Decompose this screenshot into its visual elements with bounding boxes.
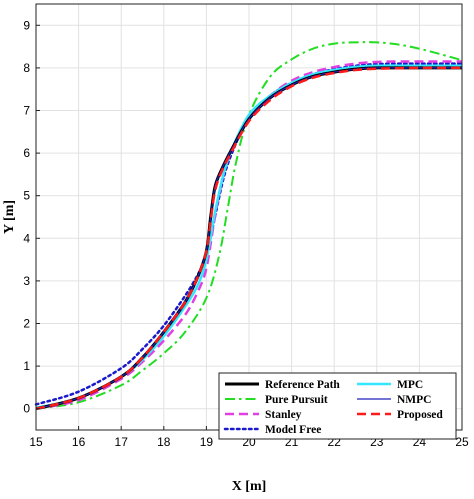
series-line-proposed — [35, 66, 463, 410]
y-tick-label: 3 — [23, 274, 30, 288]
y-tick-label: 1 — [23, 359, 30, 373]
legend-label-reference-path: Reference Path — [265, 379, 340, 391]
legend-label-model-free: Model Free — [265, 424, 321, 436]
legend-label-mpc: MPC — [397, 379, 423, 391]
y-tick-label: 4 — [23, 231, 30, 245]
x-tick-label: 19 — [200, 435, 214, 449]
legend-label-stanley: Stanley — [265, 409, 302, 421]
y-tick-label: 9 — [23, 18, 30, 32]
series-line-model-free — [34, 62, 464, 406]
series-line-pure-pursuit — [35, 41, 463, 410]
series-layer — [34, 41, 464, 411]
y-tick-label: 0 — [23, 402, 30, 416]
legend-label-proposed: Proposed — [397, 409, 443, 421]
x-axis-label: X [m] — [232, 479, 267, 494]
x-tick-label: 25 — [455, 435, 469, 449]
y-tick-label: 6 — [23, 146, 30, 160]
legend: Reference Path MPC Pure Pursuit NMPC Stanley… — [218, 372, 457, 440]
y-tick-label: 7 — [23, 104, 30, 118]
x-tick-label: 15 — [29, 435, 43, 449]
x-tick-label: 17 — [115, 435, 129, 449]
x-tick-label: 16 — [72, 435, 86, 449]
y-tick-label: 5 — [23, 189, 30, 203]
y-tick-label: 2 — [23, 317, 30, 331]
legend-label-pure-pursuit: Pure Pursuit — [265, 394, 328, 406]
y-axis-label: Y [m] — [2, 200, 17, 234]
y-tick-label: 8 — [23, 61, 30, 75]
x-tick-label: 18 — [157, 435, 171, 449]
legend-label-nmpc: NMPC — [397, 394, 432, 406]
